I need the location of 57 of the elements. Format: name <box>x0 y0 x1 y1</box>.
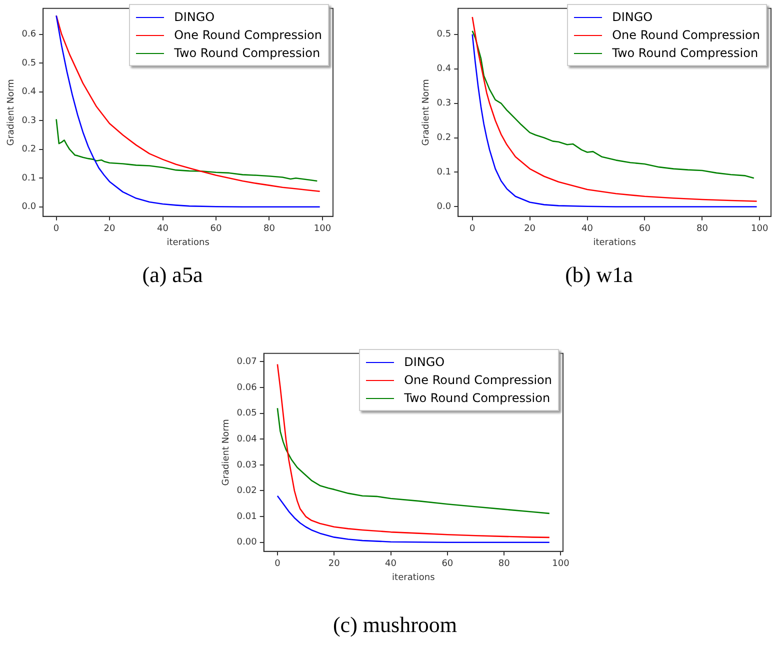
y-tick-label: 0.05 <box>236 408 257 419</box>
text: (a) a5a <box>141 262 204 288</box>
x-tick-label: 0 <box>469 224 476 234</box>
y-tick-label: 0.06 <box>236 382 258 393</box>
legend-label: One Round Compression <box>174 27 322 44</box>
legend-label: One Round Compression <box>612 27 760 44</box>
x-tick-label: 100 <box>552 559 570 570</box>
y-tick-label: 0.1 <box>436 168 452 178</box>
text: (c) mushroom <box>332 612 458 638</box>
legend-label: Two Round Compression <box>612 45 758 62</box>
x-tick-label: 40 <box>385 559 397 570</box>
x-tick-label: 80 <box>264 224 276 234</box>
x-tick-label: 80 <box>498 559 510 570</box>
x-tick-label: 0 <box>274 559 281 570</box>
x-tick-label: 100 <box>314 224 332 234</box>
x-tick-label: 0 <box>53 224 60 234</box>
legend-label: Two Round Compression <box>404 390 550 407</box>
x-axis-title: iterations <box>166 238 210 248</box>
y-axis-title: Gradient Norm <box>222 419 232 486</box>
y-tick-label: 0.2 <box>22 144 36 155</box>
legend-label: DINGO <box>612 9 653 26</box>
y-axis-title: Gradient Norm <box>422 79 432 146</box>
x-tick-label: 40 <box>157 224 169 234</box>
y-tick-label: 0.07 <box>236 357 257 368</box>
y-tick-label: 0.1 <box>22 173 36 184</box>
y-tick-label: 0.5 <box>436 30 452 40</box>
y-tick-label: 0.3 <box>22 116 36 126</box>
x-tick-label: 40 <box>582 224 594 234</box>
x-axis-title: iterations <box>593 238 636 248</box>
x-tick-label: 60 <box>210 224 222 234</box>
legend-label: DINGO <box>174 9 215 26</box>
x-tick-label: 20 <box>524 224 536 234</box>
y-tick-label: 0.04 <box>236 434 258 444</box>
y-tick-label: 0.2 <box>436 133 452 144</box>
legend-label: One Round Compression <box>404 372 552 389</box>
y-tick-label: 0.0 <box>22 202 36 212</box>
y-tick-label: 0.4 <box>22 87 36 98</box>
x-tick-label: 20 <box>328 559 340 570</box>
x-tick-label: 60 <box>442 559 454 570</box>
legend-label: DINGO <box>404 354 445 371</box>
y-tick-label: 0.00 <box>236 538 258 548</box>
y-tick-label: 0.02 <box>236 486 257 496</box>
y-tick-label: 0.03 <box>236 460 257 470</box>
y-tick-label: 0.5 <box>22 58 36 68</box>
text: (b) w1a <box>564 262 634 288</box>
x-tick-label: 20 <box>104 224 116 234</box>
y-tick-label: 0.4 <box>436 64 452 74</box>
y-tick-label: 0.6 <box>22 30 36 40</box>
legend-label: Two Round Compression <box>174 45 320 62</box>
y-tick-label: 0.3 <box>436 98 452 109</box>
x-axis-title: iterations <box>392 572 436 583</box>
y-tick-label: 0.01 <box>236 512 257 522</box>
y-tick-label: 0.0 <box>436 202 452 212</box>
y-axis-title: Gradient Norm <box>6 79 17 146</box>
x-tick-label: 80 <box>696 224 708 234</box>
x-tick-label: 60 <box>639 224 651 234</box>
x-tick-label: 100 <box>751 224 769 234</box>
